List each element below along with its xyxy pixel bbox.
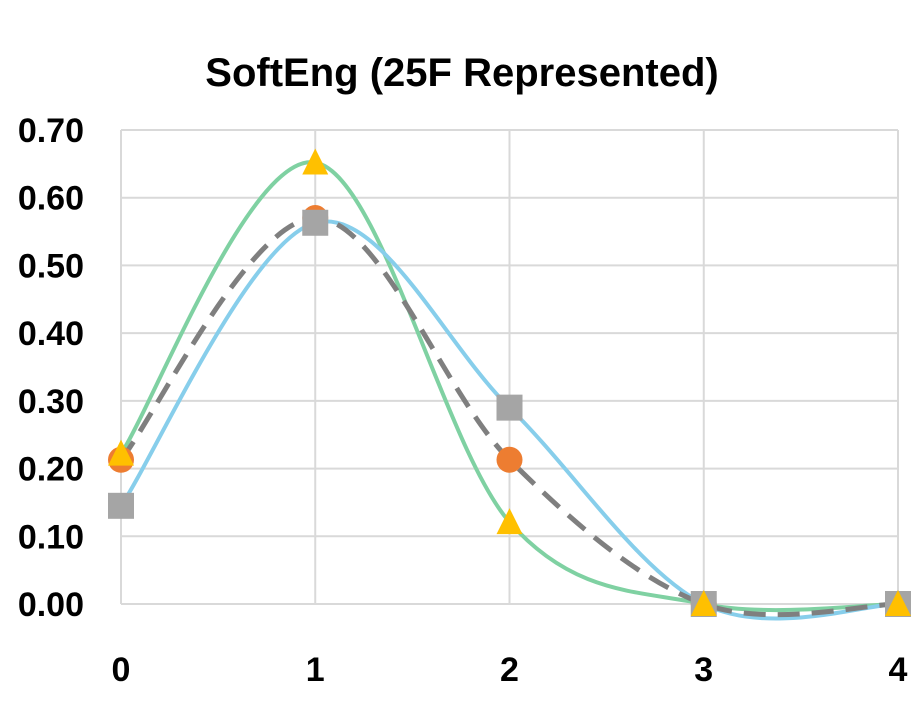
y-tick-label: 0.40 <box>18 315 84 353</box>
data-markers <box>108 148 911 617</box>
series-3-point <box>108 439 134 466</box>
series-2-point <box>302 209 329 236</box>
x-tick-label: 3 <box>694 651 713 689</box>
series-2-line <box>119 219 899 621</box>
gridlines <box>120 129 899 605</box>
y-tick-label: 0.60 <box>18 180 84 218</box>
series-3-line <box>119 160 899 613</box>
y-tick-label: 0.10 <box>18 518 84 556</box>
chart-title: SoftEng (25F Represented) <box>205 51 718 95</box>
x-tick-label: 2 <box>500 651 519 689</box>
series-3-point <box>885 590 911 616</box>
y-tick-label: 0.00 <box>18 586 84 624</box>
series-3-point <box>690 590 717 616</box>
tick-labels: 0.00 0.10 0.20 0.30 0.40 0.50 0.60 0.70 0 1 2 3 4 <box>18 112 908 689</box>
y-tick-label: 0.30 <box>18 383 84 421</box>
series-lines <box>119 160 899 621</box>
series-3-point <box>496 508 523 535</box>
y-tick-label: 0.50 <box>18 247 84 285</box>
series-3-point <box>302 148 329 175</box>
x-tick-label: 4 <box>889 651 908 689</box>
x-tick-label: 1 <box>306 651 325 689</box>
series-1-point <box>496 446 523 473</box>
x-tick-label: 0 <box>112 651 131 689</box>
series-1-line <box>119 215 899 618</box>
series-2-point <box>108 492 134 519</box>
series-2-point <box>496 394 523 421</box>
y-tick-label: 0.70 <box>18 112 84 150</box>
y-tick-label: 0.20 <box>18 451 84 489</box>
